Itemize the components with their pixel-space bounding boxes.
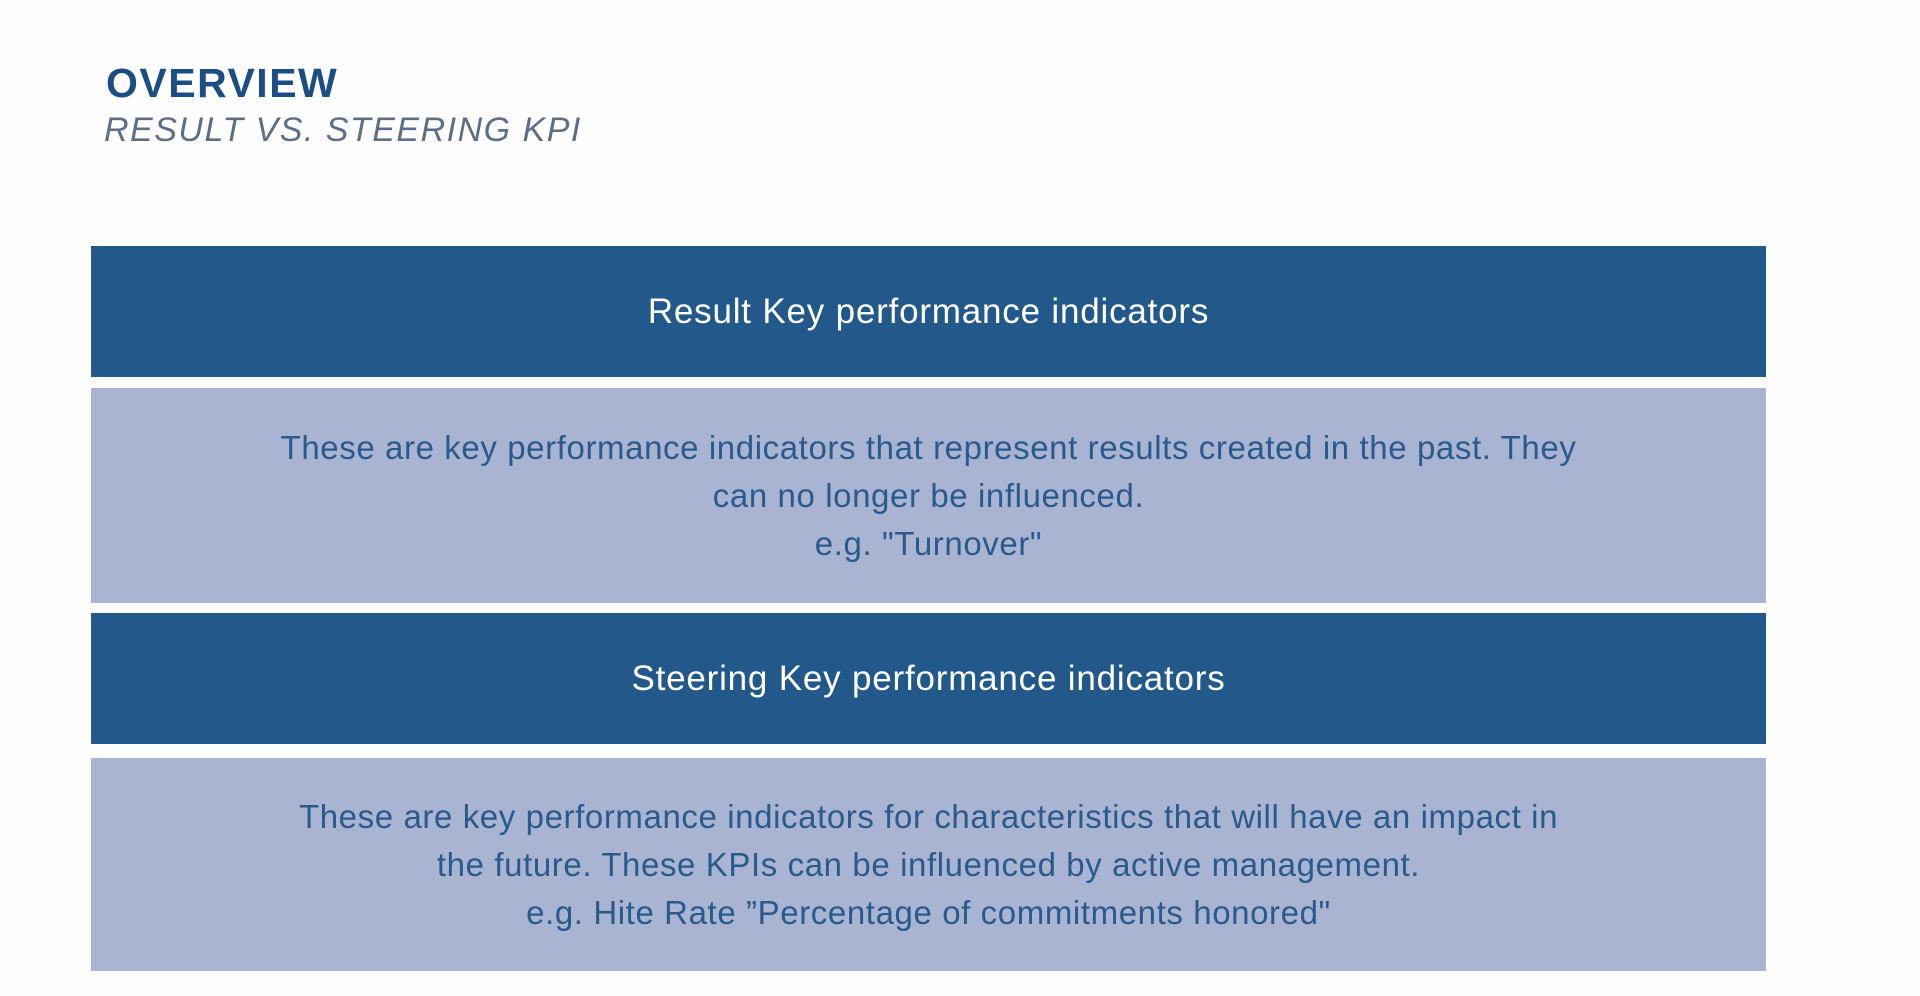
steering-kpi-example-line: e.g. Hite Rate ”Percentage of commitment…	[526, 893, 1331, 931]
steering-kpi-description-line-1: These are key performance indicators for…	[298, 797, 1559, 835]
steering-kpi-description-bar: These are key performance indicators for…	[91, 758, 1766, 971]
result-kpi-header-bar: Result Key performance indicators	[91, 246, 1766, 377]
steering-kpi-description-line-2: the future. These KPIs can be influenced…	[436, 845, 1421, 883]
result-kpi-header-label: Result Key performance indicators	[647, 291, 1210, 331]
steering-kpi-header-bar: Steering Key performance indicators	[91, 613, 1766, 744]
result-kpi-example-line: e.g. "Turnover"	[814, 524, 1043, 562]
steering-kpi-header-label: Steering Key performance indicators	[631, 658, 1226, 698]
kpi-bars-stack: Result Key performance indicators These …	[91, 246, 1766, 971]
result-kpi-description-line-2: can no longer be influenced.	[712, 476, 1145, 514]
page-subtitle: RESULT VS. STEERING KPI	[104, 111, 582, 149]
page-title: OVERVIEW	[106, 60, 339, 106]
result-kpi-description-bar: These are key performance indicators tha…	[91, 388, 1766, 603]
result-kpi-description-line-1: These are key performance indicators tha…	[280, 428, 1577, 466]
